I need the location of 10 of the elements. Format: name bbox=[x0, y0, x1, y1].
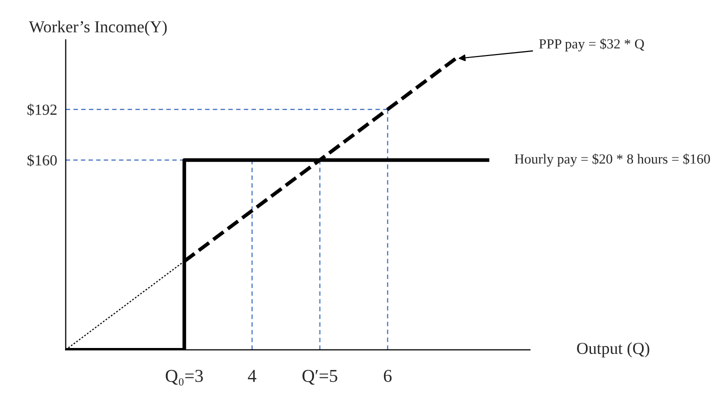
y-tick-label: $192 bbox=[27, 104, 57, 116]
x-tick-label: 6 bbox=[384, 370, 392, 382]
y-tick-label: $160 bbox=[27, 154, 57, 166]
x-tick-label: 4 bbox=[248, 370, 256, 382]
x-tick-label: Q₀=3 bbox=[166, 370, 203, 386]
x-axis-title: Output (Q) bbox=[577, 342, 650, 358]
annotation: PPP pay = $32 * Q bbox=[539, 38, 644, 52]
x-tick-label: Q′=5 bbox=[302, 370, 338, 385]
y-axis-title: Worker’s Income(Y) bbox=[28, 20, 167, 36]
annotation: Hourly pay = $20 * 8 hours = $160 bbox=[514, 153, 710, 167]
